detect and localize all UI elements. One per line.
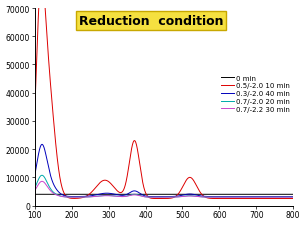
0.7/-2.2 30 min [291,196,295,199]
0.3/-2.0 40 min [244,195,248,198]
0.7/-2.2 30 min [242,196,246,199]
0.7/-2.2 30 min [47,187,50,190]
0.7/-2.0 20 min [155,196,159,199]
0.7/-2.2 30 min [40,180,44,183]
0.5/-2.0 10 min [291,197,295,200]
0.7/-2.0 20 min [47,184,50,187]
0.7/-2.2 30 min [291,196,295,199]
0.3/-2.0 40 min [33,174,37,177]
Line: 0.7/-2.2 30 min: 0.7/-2.2 30 min [35,182,300,197]
0.7/-2.0 20 min [244,196,248,199]
0.7/-2.2 30 min [33,189,37,192]
0.7/-2.2 30 min [155,196,159,199]
Line: 0.5/-2.0 10 min: 0.5/-2.0 10 min [35,0,300,199]
0 min [299,193,302,196]
0.3/-2.0 40 min [162,195,166,198]
Legend: 0 min, 0.5/-2.0 10 min, 0.3/-2.0 40 min, 0.7/-2.0 20 min, 0.7/-2.2 30 min: 0 min, 0.5/-2.0 10 min, 0.3/-2.0 40 min,… [221,75,290,112]
0.3/-2.0 40 min [291,195,295,198]
0.7/-2.0 20 min [242,196,246,199]
0.3/-2.0 40 min [155,195,159,198]
0.7/-2.0 20 min [291,196,295,199]
0.7/-2.2 30 min [244,196,247,199]
0.5/-2.0 10 min [291,197,295,200]
0.7/-2.0 20 min [291,196,295,199]
0.5/-2.0 10 min [155,197,159,200]
0.3/-2.0 40 min [242,195,246,198]
0.7/-2.0 20 min [40,174,44,177]
0.3/-2.0 40 min [291,195,295,198]
0.3/-2.0 40 min [299,195,302,198]
0.7/-2.0 20 min [162,196,166,199]
0 min [291,193,295,196]
0.7/-2.0 20 min [33,187,37,190]
Line: 0.7/-2.0 20 min: 0.7/-2.0 20 min [35,176,300,197]
0.5/-2.0 10 min [162,197,166,200]
0.7/-2.2 30 min [299,196,302,199]
Text: Reduction  condition: Reduction condition [79,15,223,28]
0.5/-2.0 10 min [47,57,50,60]
0.7/-2.2 30 min [162,196,166,199]
0.3/-2.0 40 min [47,166,50,169]
0.5/-2.0 10 min [33,110,37,112]
Line: 0.3/-2.0 40 min: 0.3/-2.0 40 min [35,145,300,197]
0 min [33,193,37,196]
0.5/-2.0 10 min [299,197,302,200]
0.5/-2.0 10 min [246,197,250,200]
0.7/-2.0 20 min [299,196,302,199]
0 min [291,193,295,196]
0.3/-2.0 40 min [40,143,44,146]
0 min [242,193,246,196]
0 min [162,193,166,196]
0 min [155,193,159,196]
0.5/-2.0 10 min [242,197,246,200]
0 min [47,193,50,196]
